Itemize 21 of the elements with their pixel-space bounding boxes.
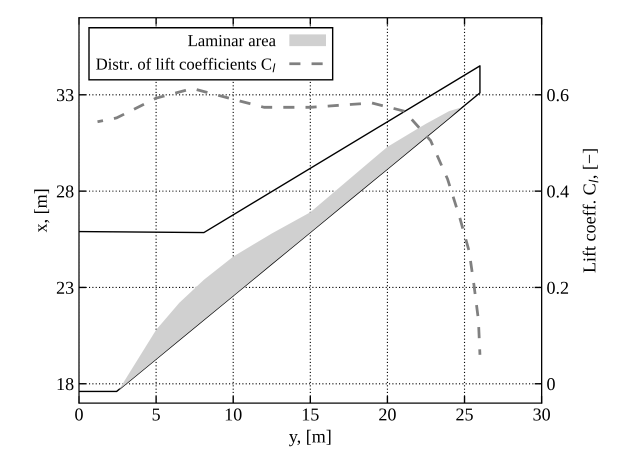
- y2-axis-title: Lift coeff. C$_{l}$, [−]: [582, 149, 598, 273]
- x-tick-label: 20: [379, 408, 396, 421]
- y2-tick-label: 0: [547, 378, 555, 390]
- y2-tick-label: 0.4: [547, 185, 569, 198]
- y2-tick-label: 0.2: [547, 282, 568, 294]
- legend-label: Laminar area: [188, 35, 276, 46]
- x-tick-label: 10: [226, 408, 242, 421]
- x-tick-label: 25: [456, 408, 473, 421]
- y-tick-label: 28: [56, 185, 74, 198]
- y-tick-label: 18: [58, 378, 74, 390]
- legend-label: Distr. of lift coefficients C$_{l}$: [96, 58, 276, 72]
- x-tick-label: 15: [302, 408, 319, 421]
- x-tick-label: 0: [75, 408, 83, 421]
- line-series: [96, 87, 482, 356]
- y-axis-title: x, [m]: [34, 190, 50, 232]
- y-tick-label: 33: [56, 89, 74, 102]
- y2-tick-label: 0.6: [547, 89, 569, 102]
- x-axis-title: y, [m]: [289, 430, 330, 446]
- x-tick-label: 30: [533, 408, 550, 421]
- y-tick-label: 23: [56, 282, 74, 294]
- x-tick-label: 5: [152, 408, 160, 421]
